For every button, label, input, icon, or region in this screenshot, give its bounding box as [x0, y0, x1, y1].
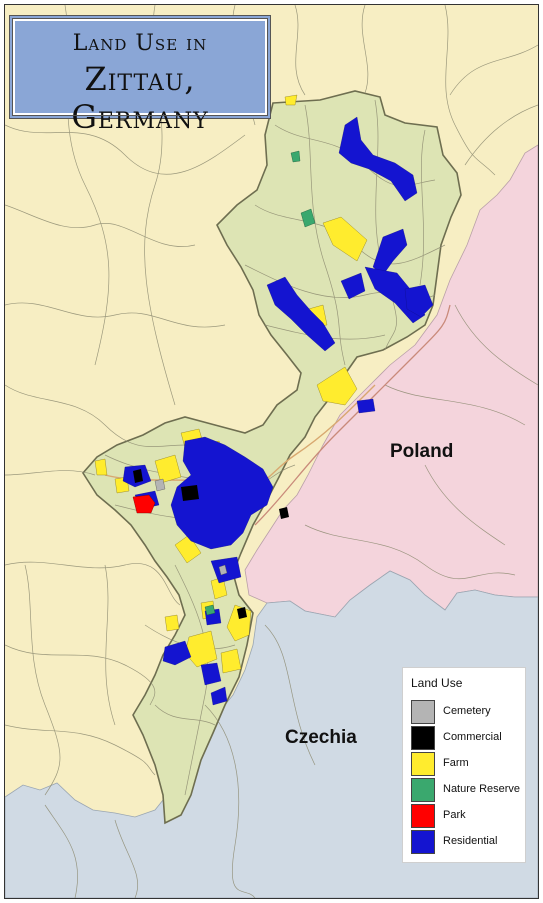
map-title-box: Land Use in Zittau, Germany — [12, 18, 268, 136]
legend-swatch-commercial — [411, 726, 435, 750]
map-canvas — [5, 5, 538, 898]
road-network — [5, 5, 538, 898]
legend-item-nature-reserve: Nature Reserve — [411, 778, 523, 802]
legend-item-farm: Farm — [411, 752, 523, 776]
nature-reserve-areas — [204, 150, 316, 616]
legend-label-park: Park — [443, 809, 466, 821]
map-title-line2: Zittau, Germany — [71, 60, 209, 136]
study-area — [82, 90, 462, 825]
residential-areas — [122, 116, 434, 706]
cemetery-areas — [154, 478, 228, 576]
legend-label-residential: Residential — [443, 835, 498, 847]
commercial-areas — [133, 469, 289, 619]
legend-swatch-nature-reserve — [411, 778, 435, 802]
legend-item-commercial: Commercial — [411, 726, 523, 750]
legend-label-nature-reserve: Nature Reserve — [443, 783, 521, 795]
legend-label-commercial: Commercial — [443, 731, 502, 743]
legend-label-farm: Farm — [443, 757, 469, 769]
legend-item-park: Park — [411, 804, 523, 828]
legend-swatch-farm — [411, 752, 435, 776]
map-frame: Land Use in Zittau, Germany Poland Czech… — [4, 4, 539, 899]
legend-swatch-cemetery — [411, 700, 435, 724]
legend-swatch-park — [411, 804, 435, 828]
czechia-label: Czechia — [285, 727, 357, 748]
legend: Land Use Cemetery Commercial Farm Nature… — [402, 667, 526, 863]
legend-title: Land Use — [411, 676, 463, 690]
legend-swatch-residential — [411, 830, 435, 854]
poland-label: Poland — [390, 441, 454, 462]
legend-item-residential: Residential — [411, 830, 523, 854]
legend-label-cemetery: Cemetery — [443, 705, 491, 717]
map-title-line1: Land Use in — [72, 31, 208, 56]
park-area — [132, 494, 156, 514]
legend-item-cemetery: Cemetery — [411, 700, 523, 724]
